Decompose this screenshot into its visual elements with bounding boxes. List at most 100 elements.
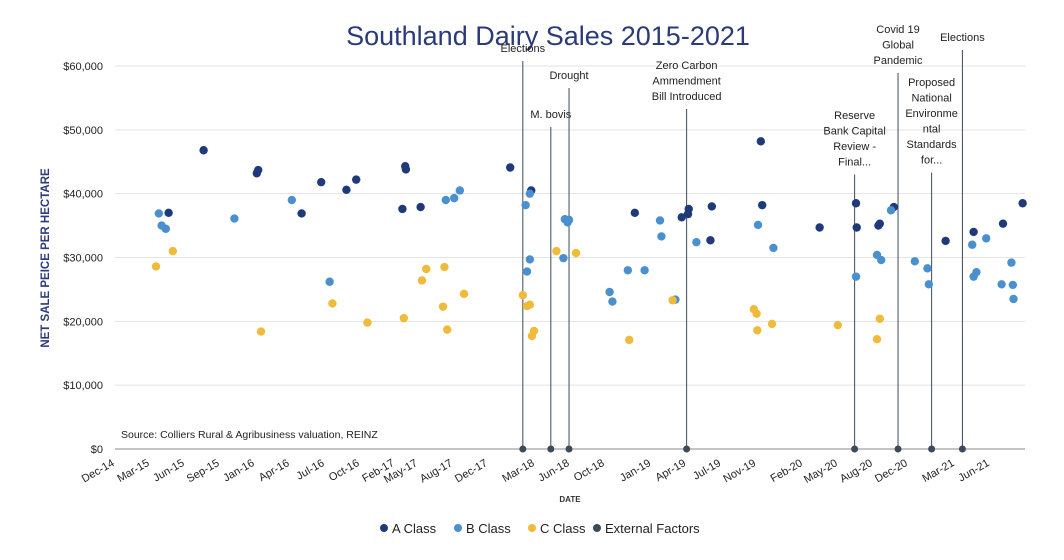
external-factor-marker — [958, 445, 966, 453]
x-tick-label: Jul-16 — [295, 457, 327, 482]
data-points — [151, 137, 1027, 345]
b-class-point — [657, 232, 666, 241]
c-class-point — [440, 262, 449, 272]
y-tick-label: $20,000 — [63, 316, 103, 328]
c-class-point — [459, 289, 469, 299]
b-class-point — [522, 267, 532, 276]
x-tick-label: Apr-16 — [257, 457, 292, 484]
b-class-point — [608, 297, 617, 306]
b-class-point — [325, 277, 334, 286]
external-factor-label: Proposed — [908, 77, 955, 89]
b-class-point — [1008, 280, 1018, 290]
b-class-point — [1009, 294, 1018, 304]
external-factor-label: Pandemic — [874, 55, 923, 67]
c-class-point — [518, 290, 528, 300]
x-tick-label: Oct-18 — [572, 457, 607, 484]
x-tick-label: Dec-17 — [453, 457, 490, 485]
legend-label-a-class: A Class — [392, 521, 437, 536]
legend: A Class B Class C Class External Factors — [380, 521, 700, 536]
external-factor-label: Covid 19 — [876, 24, 919, 36]
a-class-point — [851, 199, 861, 208]
b-class-point — [287, 195, 297, 205]
a-class-point — [677, 213, 686, 222]
external-factor-label: Drought — [549, 70, 588, 82]
y-tick-label: $10,000 — [63, 380, 103, 392]
x-tick-label: Aug-17 — [418, 457, 455, 485]
c-class-point — [168, 246, 178, 256]
x-tick-label: Jun-15 — [151, 457, 186, 484]
c-class-point — [625, 335, 634, 345]
b-class-point — [525, 189, 535, 198]
c-class-point — [417, 276, 427, 285]
b-class-point — [1007, 258, 1016, 267]
b-class-point — [982, 234, 991, 243]
y-axis: $0 $10,000 $20,000 $30,000 $40,000 $50,000 $60… — [63, 61, 103, 456]
c-class-point — [753, 326, 762, 335]
b-class-point — [605, 287, 614, 297]
x-tick-label: Dec-20 — [873, 457, 910, 485]
a-class-point — [297, 209, 306, 218]
x-tick-label: Jul-19 — [691, 457, 723, 482]
a-class-point — [941, 236, 950, 246]
legend-label-external-factors: External Factors — [605, 521, 700, 536]
b-class-point — [910, 257, 920, 266]
a-class-point — [506, 163, 515, 172]
a-class-point — [815, 223, 824, 232]
a-class-point — [342, 185, 351, 195]
x-tick-label: Sep-15 — [185, 457, 222, 485]
x-tick-label: Jun-18 — [536, 457, 571, 484]
external-factor-marker — [565, 445, 573, 453]
external-factor-label: Bank Capital — [823, 126, 885, 138]
a-class-point — [758, 200, 767, 210]
a-class-point — [756, 137, 766, 146]
c-class-point — [525, 300, 535, 309]
x-tick-label: Feb-20 — [769, 457, 805, 485]
external-factor-label: Review - — [833, 141, 876, 153]
b-class-point — [640, 266, 649, 275]
external-factor-marker — [928, 445, 936, 453]
external-factor-label: Global — [882, 40, 914, 52]
b-class-point — [521, 200, 530, 210]
external-factor-label: Standards — [907, 139, 958, 151]
b-class-point — [851, 272, 861, 281]
b-class-point — [972, 267, 981, 277]
legend-marker-external-factors — [593, 524, 601, 532]
a-class-point — [630, 208, 640, 218]
legend-marker-b-class — [454, 524, 462, 532]
external-factor-label: Elections — [500, 43, 545, 55]
y-axis-label: NET SALE PEICE PER HECTARE — [40, 168, 52, 348]
external-factor-marker — [547, 445, 555, 453]
b-class-point — [230, 214, 239, 223]
a-class-point — [998, 219, 1008, 228]
a-class-point — [875, 219, 885, 228]
a-class-point — [352, 175, 361, 184]
c-class-point — [875, 314, 885, 323]
b-class-point — [623, 266, 633, 275]
x-tick-label: Dec-14 — [80, 457, 117, 485]
external-factor-marker — [519, 445, 527, 453]
c-class-point — [256, 327, 266, 336]
x-tick-label: Jan-16 — [221, 457, 256, 484]
b-class-point — [525, 255, 535, 264]
x-tick-label: Aug-20 — [838, 457, 875, 485]
external-factor-marker — [683, 445, 691, 453]
c-class-point — [872, 335, 882, 344]
a-class-point — [852, 223, 861, 232]
b-class-point — [968, 240, 977, 249]
b-class-point — [997, 280, 1006, 289]
a-class-point — [416, 202, 425, 212]
b-class-point — [877, 255, 886, 265]
c-class-point — [151, 262, 161, 271]
c-class-point — [752, 309, 761, 318]
c-class-point — [833, 320, 843, 330]
external-factor-events: Elections M. bovis Drought Zero Carbon Ammen… — [500, 24, 985, 453]
legend-label-c-class: C Class — [540, 521, 586, 536]
a-class-point — [706, 236, 715, 245]
b-class-point — [564, 215, 574, 225]
c-class-point — [399, 313, 409, 323]
b-class-point — [924, 280, 934, 289]
b-class-point — [923, 264, 932, 273]
c-class-point — [422, 264, 431, 274]
